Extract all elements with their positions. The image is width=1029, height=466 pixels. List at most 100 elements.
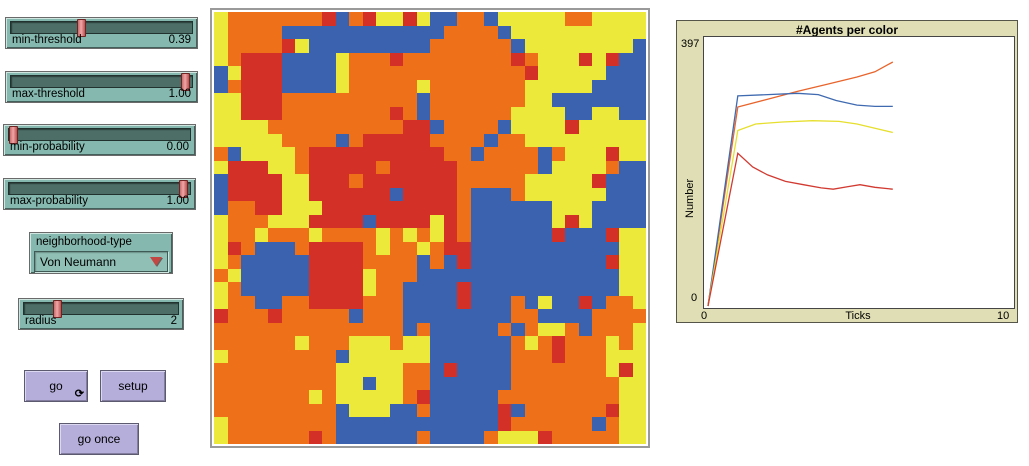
chooser-dropdown[interactable]: Von Neumann — [34, 251, 168, 272]
slider-track[interactable] — [10, 19, 193, 37]
patch — [565, 79, 579, 93]
patch — [632, 39, 646, 53]
patch — [605, 106, 619, 120]
patch — [443, 390, 457, 404]
patch — [565, 52, 579, 66]
patch — [268, 349, 282, 363]
patch — [241, 430, 255, 444]
slider-handle[interactable] — [53, 300, 63, 318]
y-axis-max-label: 397 — [681, 38, 700, 50]
patch — [322, 214, 336, 228]
slider-max-threshold[interactable]: max-threshold 1.00 — [5, 71, 198, 103]
slider-track[interactable] — [8, 126, 191, 144]
patch — [470, 66, 484, 80]
patch — [619, 309, 633, 323]
slider-radius[interactable]: radius 2 — [18, 298, 184, 330]
patch — [443, 120, 457, 134]
patch — [551, 268, 565, 282]
patch — [376, 174, 390, 188]
forever-icon: ⟳ — [74, 388, 84, 400]
patch — [362, 39, 376, 53]
patch — [565, 25, 579, 39]
patch — [511, 376, 525, 390]
slider-track[interactable] — [23, 300, 179, 318]
setup-button[interactable]: setup — [100, 370, 166, 402]
patch — [416, 390, 430, 404]
patch — [578, 336, 592, 350]
patch — [362, 160, 376, 174]
patch — [538, 349, 552, 363]
patch — [322, 295, 336, 309]
patch — [295, 282, 309, 296]
patch — [376, 417, 390, 431]
chooser-neighborhood-type[interactable]: neighborhood-type Von Neumann — [29, 232, 173, 274]
patch — [578, 376, 592, 390]
slider-min-probability[interactable]: min-probability 0.00 — [3, 124, 196, 156]
patch — [335, 241, 349, 255]
patch — [551, 390, 565, 404]
world-view[interactable] — [210, 8, 650, 448]
patch — [457, 336, 471, 350]
patch — [349, 349, 363, 363]
patch — [484, 25, 498, 39]
patch — [281, 430, 295, 444]
patch — [214, 120, 228, 134]
patch — [308, 322, 322, 336]
patch — [430, 255, 444, 269]
slider-track[interactable] — [10, 73, 193, 91]
patch — [214, 322, 228, 336]
patch — [335, 120, 349, 134]
patch — [416, 147, 430, 161]
patch — [268, 187, 282, 201]
patch — [389, 160, 403, 174]
patch — [268, 228, 282, 242]
patch — [376, 376, 390, 390]
patch — [605, 133, 619, 147]
patch — [619, 417, 633, 431]
slider-handle[interactable] — [180, 73, 190, 91]
patch — [322, 52, 336, 66]
slider-track[interactable] — [8, 180, 191, 198]
patch — [457, 255, 471, 269]
patch — [308, 376, 322, 390]
slider-handle[interactable] — [9, 126, 18, 144]
slider-min-threshold[interactable]: min-threshold 0.39 — [5, 17, 198, 49]
patch — [349, 25, 363, 39]
patch — [403, 187, 417, 201]
slider-handle[interactable] — [178, 180, 188, 198]
patch — [214, 52, 228, 66]
patch — [538, 12, 552, 26]
patch — [295, 417, 309, 431]
patch — [214, 214, 228, 228]
patch — [241, 241, 255, 255]
patch — [416, 309, 430, 323]
patch — [281, 390, 295, 404]
slider-handle[interactable] — [76, 19, 86, 37]
patch — [335, 187, 349, 201]
patch — [578, 363, 592, 377]
patch — [524, 120, 538, 134]
patch — [241, 66, 255, 80]
patch — [457, 25, 471, 39]
patch — [430, 241, 444, 255]
patch — [484, 268, 498, 282]
patch — [349, 417, 363, 431]
patch — [241, 201, 255, 215]
slider-max-probability[interactable]: max-probability 1.00 — [3, 178, 196, 210]
patch — [227, 376, 241, 390]
patch — [349, 228, 363, 242]
patch — [281, 363, 295, 377]
patch — [592, 147, 606, 161]
patch — [322, 322, 336, 336]
patch — [538, 52, 552, 66]
patch — [511, 336, 525, 350]
patch — [524, 106, 538, 120]
patch — [227, 417, 241, 431]
patch — [268, 322, 282, 336]
patch — [268, 39, 282, 53]
go-once-button[interactable]: go once — [59, 423, 139, 455]
go-button[interactable]: go ⟳ — [24, 370, 88, 402]
patch — [443, 52, 457, 66]
patch — [389, 12, 403, 26]
patch — [551, 120, 565, 134]
